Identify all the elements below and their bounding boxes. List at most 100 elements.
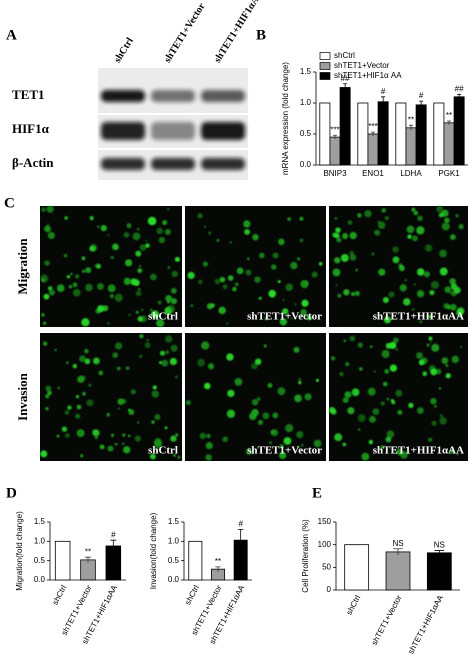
- cell: [269, 290, 273, 294]
- y-tick-label: 1.5: [168, 517, 180, 526]
- cell: [279, 318, 288, 326]
- cell: [381, 208, 387, 213]
- cell: [369, 415, 376, 423]
- panel-label: E: [312, 485, 322, 501]
- cell: [383, 316, 392, 324]
- cell: [456, 309, 464, 317]
- cell: [45, 407, 49, 411]
- cell: [44, 225, 51, 233]
- cell: [138, 288, 141, 291]
- cell: [203, 225, 207, 228]
- cell: [112, 352, 119, 359]
- cell: [357, 213, 362, 218]
- x-tick-label: LDHA: [400, 169, 422, 178]
- cell: [438, 387, 442, 390]
- annotation: ***: [368, 122, 377, 131]
- cell: [306, 315, 312, 321]
- cell: [164, 228, 171, 236]
- cell: [392, 337, 399, 344]
- cell: [423, 271, 430, 278]
- cell: [66, 275, 71, 279]
- cell: [318, 261, 323, 266]
- cell: [243, 220, 251, 228]
- cell: [300, 309, 307, 316]
- cell: [428, 336, 433, 341]
- annotation: ***: [330, 125, 339, 134]
- cell: [349, 250, 355, 256]
- cell: [444, 286, 452, 294]
- bar: [415, 104, 427, 166]
- cell: [84, 348, 89, 354]
- cell: [283, 437, 292, 445]
- cell: [107, 233, 110, 237]
- cell: [392, 246, 399, 253]
- cell: [304, 393, 312, 401]
- cell: [380, 401, 385, 406]
- cell: [406, 225, 415, 234]
- cell: [158, 236, 166, 244]
- cell: [441, 357, 449, 365]
- cell: [75, 394, 80, 399]
- cell: [151, 390, 160, 398]
- cell: [256, 397, 261, 401]
- cell: [287, 217, 292, 222]
- cell: [107, 322, 110, 325]
- cell: [439, 267, 448, 276]
- cell: [94, 435, 99, 440]
- cell: [81, 269, 86, 273]
- cell: [429, 341, 432, 344]
- cell: [201, 341, 210, 350]
- cell: [222, 436, 229, 443]
- blot-band: [201, 90, 245, 102]
- cell: [358, 367, 363, 371]
- cell: [197, 213, 203, 219]
- cell: [397, 409, 403, 415]
- cell: [41, 312, 45, 317]
- cell: [67, 405, 72, 410]
- cell: [411, 308, 415, 311]
- image-row-label: Invasion: [15, 372, 30, 420]
- cell: [127, 408, 131, 412]
- cell: [428, 314, 433, 319]
- bar: [453, 96, 465, 166]
- y-tick-label: 1.0: [168, 536, 180, 545]
- cell: [258, 296, 262, 300]
- cell: [285, 283, 294, 292]
- x-tick-label: ENO1: [362, 169, 384, 178]
- cell: [439, 417, 447, 425]
- cell: [174, 256, 180, 262]
- error-bar: [238, 528, 244, 551]
- cell: [277, 387, 286, 396]
- cell: [443, 302, 450, 309]
- cell: [107, 445, 114, 452]
- cell: [114, 342, 123, 350]
- bar: [377, 101, 389, 166]
- cell: [149, 453, 156, 460]
- cell: [46, 223, 50, 226]
- cell: [227, 275, 234, 281]
- cell: [349, 231, 357, 240]
- cell: [175, 375, 179, 379]
- cell: [429, 289, 435, 296]
- legend-swatch: [319, 72, 331, 80]
- cell: [277, 280, 281, 284]
- cell: [254, 358, 262, 365]
- cell: [349, 254, 357, 261]
- error-bar: [419, 100, 424, 109]
- cell: [245, 447, 253, 456]
- cell: [357, 428, 361, 431]
- cell: [75, 274, 80, 279]
- cell: [252, 233, 259, 241]
- cell: [334, 233, 340, 239]
- y-tick-label: 0.0: [300, 160, 312, 169]
- cell: [152, 385, 157, 390]
- cell: [351, 388, 360, 397]
- cell: [449, 291, 452, 294]
- cell: [222, 284, 228, 290]
- cell: [123, 446, 131, 454]
- cell: [214, 278, 221, 285]
- cell: [350, 291, 356, 296]
- annotation: NS: [434, 541, 445, 550]
- cell: [267, 382, 273, 388]
- cell: [247, 257, 250, 260]
